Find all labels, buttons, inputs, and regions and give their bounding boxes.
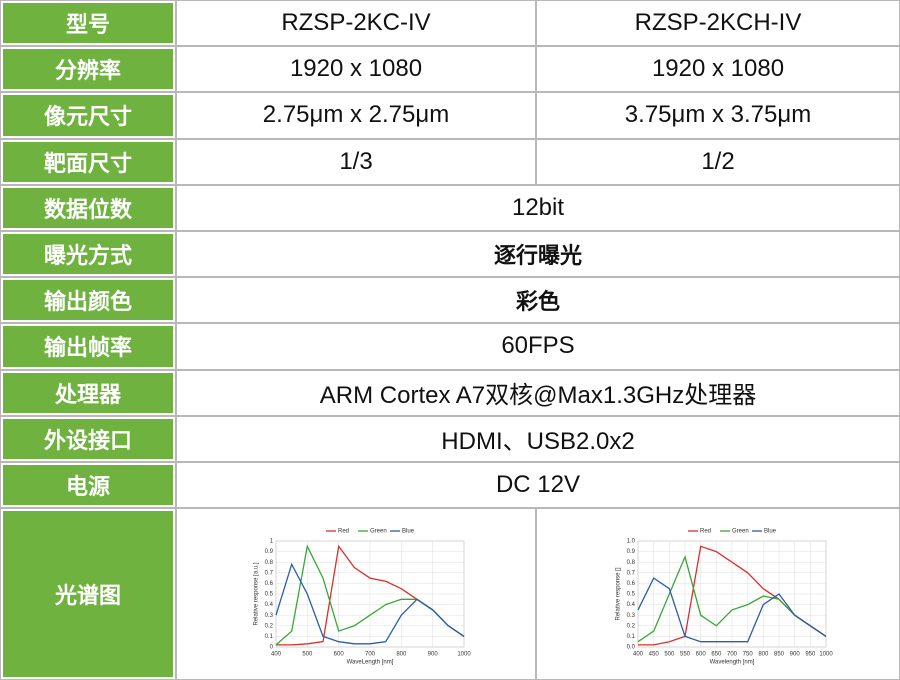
y-tick-label: 0.8 xyxy=(265,560,274,566)
spec-value: 60FPS xyxy=(177,324,899,369)
x-tick-label: 550 xyxy=(680,652,691,658)
y-tick-label: 0.3 xyxy=(627,613,636,619)
y-tick-label: 0.4 xyxy=(265,602,274,608)
x-tick-label: 650 xyxy=(711,652,722,658)
x-tick-label: 500 xyxy=(664,652,675,658)
spec-value: 彩色 xyxy=(177,278,899,323)
x-tick-label: 950 xyxy=(805,652,816,658)
spec-value: 1920 x 1080 xyxy=(177,47,535,92)
y-tick-label: 0.2 xyxy=(265,623,274,629)
y-axis-label: Relative response [] xyxy=(616,567,622,620)
legend-label: Blue xyxy=(402,529,415,535)
y-tick-label: 0.5 xyxy=(627,592,636,598)
x-tick-label: 400 xyxy=(633,652,644,658)
spec-value: 1920 x 1080 xyxy=(537,47,899,92)
x-tick-label: 700 xyxy=(727,652,738,658)
spectrum-line xyxy=(637,577,827,643)
y-tick-label: 0.1 xyxy=(627,634,636,640)
row-label: 输出颜色 xyxy=(1,278,175,323)
spec-value: ARM Cortex A7双核@Max1.3GHz处理器 xyxy=(177,370,899,415)
y-tick-label: 0.6 xyxy=(265,581,274,587)
y-tick-label: 1.0 xyxy=(627,539,636,545)
legend-label: Red xyxy=(338,529,349,535)
spectrum-cell: 0.0 0.1 0.2 0.3 0.4 0.5 0.6 0.7 0.8 0.9 1.0 400 450 5… xyxy=(537,509,899,679)
y-tick-label: 0.3 xyxy=(265,613,274,619)
spec-value: 3.75μm x 3.75μm xyxy=(537,93,899,138)
spec-value: 1/3 xyxy=(177,139,535,184)
y-tick-label: 0.4 xyxy=(627,602,636,608)
x-tick-label: 900 xyxy=(790,652,801,658)
legend-label: Red xyxy=(700,529,711,535)
x-tick-label: 900 xyxy=(428,652,439,658)
spec-value: 2.75μm x 2.75μm xyxy=(177,93,535,138)
y-tick-label: 0.0 xyxy=(627,645,636,651)
legend-label: Blue xyxy=(764,529,777,535)
x-tick-label: 500 xyxy=(302,652,313,658)
y-tick-label: 0.2 xyxy=(627,623,636,629)
x-axis-label: WaveLength [nm] xyxy=(347,660,394,666)
row-label: 型号 xyxy=(1,1,175,46)
row-label: 电源 xyxy=(1,463,175,508)
row-label: 分辨率 xyxy=(1,47,175,92)
spec-value: HDMI、USB2.0x2 xyxy=(177,416,899,461)
spectrum-cell: 0 0.1 0.2 0.3 0.4 0.5 0.6 0.7 0.8 0.9 1 400 500 600 70… xyxy=(177,509,535,679)
row-label: 曝光方式 xyxy=(1,232,175,277)
x-tick-label: 800 xyxy=(758,652,769,658)
x-tick-label: 450 xyxy=(649,652,660,658)
spectrum-chart: 0.0 0.1 0.2 0.3 0.4 0.5 0.6 0.7 0.8 0.9 1.0 400 450 5… xyxy=(616,529,834,666)
x-tick-label: 1000 xyxy=(819,652,833,658)
model-name: RZSP-2KCH-IV xyxy=(537,1,899,46)
y-tick-label: 0.1 xyxy=(265,634,274,640)
legend-label: Green xyxy=(732,529,749,535)
y-tick-label: 0.6 xyxy=(627,581,636,587)
spec-value: DC 12V xyxy=(177,463,899,508)
x-axis-label: Wavelength [nm] xyxy=(710,660,755,666)
row-label: 像元尺寸 xyxy=(1,93,175,138)
y-tick-label: 0.9 xyxy=(265,549,274,555)
row-label: 输出帧率 xyxy=(1,324,175,369)
y-tick-label: 0.5 xyxy=(265,592,274,598)
row-label: 光谱图 xyxy=(1,509,175,679)
x-tick-label: 850 xyxy=(774,652,785,658)
row-label: 处理器 xyxy=(1,370,175,415)
y-axis-label: Relative response [a.u.] xyxy=(254,562,260,625)
x-tick-label: 750 xyxy=(743,652,754,658)
model-name: RZSP-2KC-IV xyxy=(177,1,535,46)
row-label: 靶面尺寸 xyxy=(1,139,175,184)
spectrum-chart: 0 0.1 0.2 0.3 0.4 0.5 0.6 0.7 0.8 0.9 1 400 500 600 70… xyxy=(254,529,472,666)
row-label: 外设接口 xyxy=(1,416,175,461)
x-tick-label: 700 xyxy=(365,652,376,658)
y-tick-label: 0.8 xyxy=(627,560,636,566)
y-tick-label: 0 xyxy=(270,645,274,651)
y-tick-label: 0.7 xyxy=(265,570,274,576)
y-tick-label: 0.7 xyxy=(627,570,636,576)
x-tick-label: 1000 xyxy=(457,652,471,658)
x-tick-label: 800 xyxy=(396,652,407,658)
x-tick-label: 400 xyxy=(271,652,282,658)
spec-value: 12bit xyxy=(177,185,899,230)
spec-value: 1/2 xyxy=(537,139,899,184)
x-tick-label: 600 xyxy=(696,652,707,658)
row-label: 数据位数 xyxy=(1,185,175,230)
y-tick-label: 1 xyxy=(270,539,274,545)
spectrum-line xyxy=(275,562,465,645)
y-tick-label: 0.9 xyxy=(627,549,636,555)
spec-value: 逐行曝光 xyxy=(177,232,899,277)
x-tick-label: 600 xyxy=(334,652,345,658)
legend-label: Green xyxy=(370,529,387,535)
